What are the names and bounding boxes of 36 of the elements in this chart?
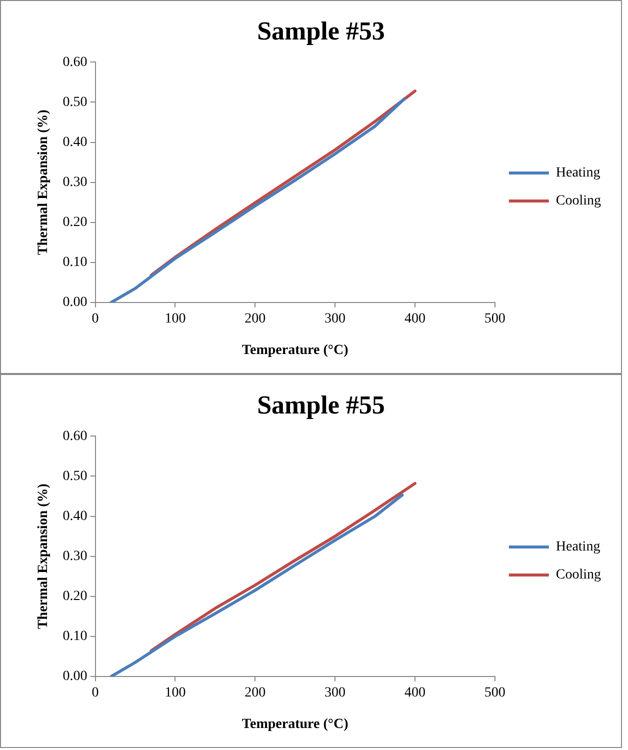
y-axis-title: Thermal Expansion (%) bbox=[36, 483, 52, 630]
x-tick-label: 400 bbox=[404, 311, 426, 326]
x-tick-label: 0 bbox=[92, 685, 99, 700]
y-tick-label: 0.20 bbox=[62, 215, 88, 230]
x-tick-label: 0 bbox=[92, 311, 99, 326]
chart-title: Sample #53 bbox=[257, 16, 385, 46]
y-tick-label: 0.30 bbox=[62, 548, 88, 564]
x-tick-label: 100 bbox=[164, 311, 186, 326]
y-tick-label: 0.50 bbox=[62, 94, 88, 110]
y-tick-label: 0.60 bbox=[62, 428, 88, 444]
legend-label: Cooling bbox=[556, 568, 602, 583]
x-axis-title: Temperature (°C) bbox=[242, 717, 349, 732]
x-tick-label: 200 bbox=[244, 311, 266, 326]
y-tick-label: 0.10 bbox=[62, 255, 88, 270]
x-tick-label: 500 bbox=[484, 685, 506, 700]
x-tick-label: 500 bbox=[484, 311, 506, 326]
x-tick-label: 400 bbox=[404, 685, 426, 700]
legend-label: Heating bbox=[556, 166, 600, 181]
x-tick-label: 300 bbox=[324, 685, 346, 700]
x-tick-label: 300 bbox=[324, 311, 346, 326]
y-tick-label: 0.20 bbox=[62, 589, 88, 604]
y-tick-label: 0.40 bbox=[62, 134, 88, 150]
legend-label: Heating bbox=[556, 540, 600, 555]
y-tick-label: 0.30 bbox=[62, 174, 88, 190]
x-tick-label: 100 bbox=[164, 685, 186, 700]
y-tick-label: 0.00 bbox=[62, 669, 88, 684]
y-axis-title: Thermal Expansion (%) bbox=[36, 109, 52, 256]
y-tick-label: 0.60 bbox=[62, 54, 88, 70]
y-tick-label: 0.00 bbox=[62, 295, 88, 310]
chart-title: Sample #55 bbox=[257, 390, 385, 420]
y-tick-label: 0.50 bbox=[62, 468, 88, 484]
x-axis-title: Temperature (°C) bbox=[242, 343, 349, 358]
y-tick-label: 0.10 bbox=[62, 629, 88, 644]
x-tick-label: 200 bbox=[244, 685, 266, 700]
legend-label: Cooling bbox=[556, 194, 602, 209]
y-tick-label: 0.40 bbox=[62, 508, 88, 524]
